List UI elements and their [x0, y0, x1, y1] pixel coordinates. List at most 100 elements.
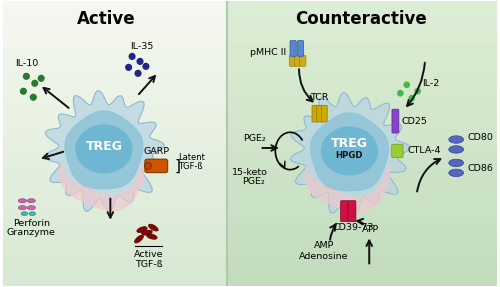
Bar [2, 20, 228, 29]
Circle shape [38, 75, 44, 82]
Bar [228, 258, 496, 272]
Bar [228, 1, 496, 15]
Ellipse shape [18, 199, 26, 203]
Bar [2, 115, 228, 125]
Ellipse shape [134, 235, 143, 243]
Text: ]: ] [174, 158, 180, 173]
Circle shape [31, 80, 38, 87]
Text: CD25: CD25 [402, 117, 427, 126]
Circle shape [404, 82, 410, 88]
Text: IL-35: IL-35 [130, 42, 154, 51]
Circle shape [134, 70, 141, 77]
Bar [228, 186, 496, 201]
Ellipse shape [449, 146, 464, 153]
Text: Adenosine: Adenosine [299, 252, 348, 261]
Bar [228, 158, 496, 172]
Polygon shape [45, 91, 164, 211]
Bar [2, 191, 228, 201]
Bar [228, 229, 496, 243]
Bar [2, 134, 228, 144]
Bar [2, 105, 228, 115]
Text: Active: Active [77, 9, 136, 28]
Text: CD86: CD86 [467, 164, 493, 173]
Text: IL-2: IL-2 [422, 79, 440, 88]
Text: Active: Active [134, 251, 163, 259]
Circle shape [142, 63, 150, 70]
FancyBboxPatch shape [145, 159, 168, 172]
Text: pMHC II: pMHC II [250, 48, 286, 57]
Bar [2, 86, 228, 96]
Text: IL-10: IL-10 [14, 59, 38, 68]
Bar [2, 162, 228, 172]
Bar [228, 72, 496, 86]
Bar [2, 125, 228, 134]
Bar [228, 15, 496, 29]
Circle shape [414, 88, 421, 95]
Ellipse shape [449, 136, 464, 143]
Bar [2, 258, 228, 267]
Bar [228, 101, 496, 115]
Text: Perforin: Perforin [13, 219, 50, 228]
Text: PGE₂: PGE₂ [242, 177, 265, 186]
Bar [228, 58, 496, 72]
FancyBboxPatch shape [294, 55, 300, 66]
Bar [2, 29, 228, 39]
Bar [2, 153, 228, 162]
Ellipse shape [146, 234, 157, 239]
Text: TCR: TCR [310, 93, 329, 102]
Circle shape [397, 90, 404, 97]
Polygon shape [310, 113, 388, 191]
Ellipse shape [76, 125, 132, 174]
Circle shape [30, 94, 37, 101]
Bar [228, 243, 496, 258]
Bar [2, 267, 228, 277]
Text: Granzyme: Granzyme [7, 228, 56, 237]
Circle shape [20, 88, 27, 95]
Bar [228, 115, 496, 129]
Ellipse shape [18, 206, 26, 210]
Ellipse shape [142, 230, 152, 235]
Circle shape [144, 162, 152, 169]
Bar [2, 201, 228, 210]
Text: TREG: TREG [331, 137, 368, 150]
Bar [2, 77, 228, 86]
Text: CD39-73: CD39-73 [332, 223, 374, 232]
FancyBboxPatch shape [392, 109, 399, 133]
Bar [228, 44, 496, 58]
Ellipse shape [449, 159, 464, 167]
Ellipse shape [449, 169, 464, 177]
Circle shape [125, 64, 132, 71]
FancyBboxPatch shape [392, 144, 403, 158]
Bar [2, 182, 228, 191]
Bar [228, 29, 496, 44]
Bar [2, 210, 228, 220]
Bar [2, 96, 228, 105]
Bar [228, 172, 496, 186]
Circle shape [136, 58, 143, 65]
Ellipse shape [148, 224, 158, 231]
Bar [2, 248, 228, 258]
Circle shape [23, 73, 30, 80]
Bar [228, 144, 496, 158]
FancyBboxPatch shape [316, 105, 322, 122]
Text: TGF-ß: TGF-ß [134, 260, 162, 269]
Bar [2, 144, 228, 153]
Polygon shape [65, 111, 143, 189]
Bar [2, 239, 228, 248]
Text: PGE₂: PGE₂ [243, 134, 266, 143]
FancyBboxPatch shape [340, 201, 348, 222]
Polygon shape [290, 93, 410, 213]
Text: Latent: Latent [178, 153, 205, 162]
Bar [2, 67, 228, 77]
Text: 15-keto: 15-keto [232, 168, 268, 177]
Text: TREG: TREG [86, 140, 122, 154]
Bar [2, 220, 228, 229]
Ellipse shape [137, 227, 147, 232]
Bar [228, 129, 496, 144]
Circle shape [408, 95, 415, 102]
Bar [228, 201, 496, 215]
FancyBboxPatch shape [300, 55, 306, 66]
Bar [2, 58, 228, 67]
Bar [228, 215, 496, 229]
Text: GARP: GARP [143, 147, 170, 156]
